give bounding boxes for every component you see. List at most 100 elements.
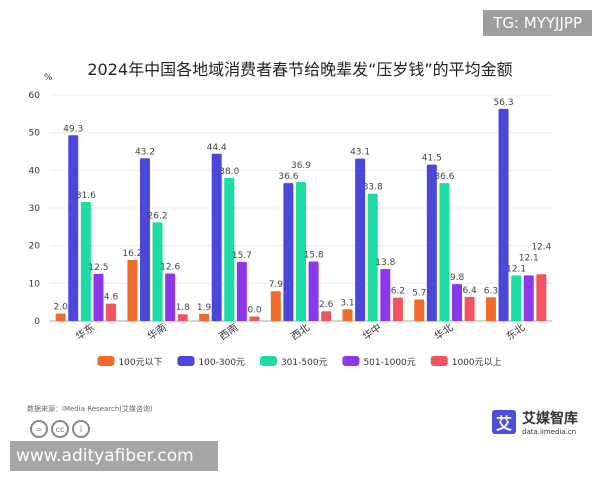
cc-icon: cc [51,420,69,438]
data-label: 36.6 [278,172,298,182]
bar [127,259,138,321]
data-label: 41.5 [422,154,442,164]
y-axis-label: % [44,73,53,83]
data-label: 1.9 [197,303,212,313]
data-label: 1.8 [176,303,191,313]
x-tick-label: 西北 [289,322,312,343]
data-label: 12.5 [88,263,108,273]
data-label: 43.2 [135,147,155,157]
bar [177,314,188,321]
data-label: 56.3 [494,98,514,108]
bar [80,201,91,321]
bar [452,284,463,321]
logo: 艾 艾媒智库 data.iimedia.cn [492,408,578,436]
y-tick-label: 30 [29,204,41,214]
legend-swatch [97,356,115,366]
bar [236,261,247,321]
bar [414,299,425,321]
bar [93,273,104,321]
data-label: 4.6 [104,293,119,303]
bar [139,158,150,321]
bar [355,158,366,321]
data-label: 36.6 [434,172,454,182]
data-label: 3.1 [340,298,354,308]
bar [380,269,391,321]
data-label: 2.0 [53,302,68,312]
bar [152,222,163,321]
bar [321,311,332,321]
data-label: 38.0 [219,167,239,177]
bar [55,313,66,321]
data-label: 15.7 [232,251,252,261]
data-label: 6.4 [462,286,477,296]
x-tick-label: 华中 [360,321,384,343]
chart-title: 2024年中国各地域消费者春节给晚辈发“压岁钱”的平均金额 [87,60,513,79]
y-tick-label: 20 [29,242,41,252]
legend-swatch [430,356,448,366]
x-tick-label: 华北 [432,321,456,343]
license-icons: = cc i [30,420,90,438]
x-tick-label: 华南 [145,321,169,343]
nd-icon: = [30,420,48,438]
y-tick-label: 10 [29,279,41,289]
bar [270,291,281,321]
data-label: 2.6 [319,300,334,310]
logo-url: data.iimedia.cn [522,428,577,436]
data-label: 7.9 [269,280,284,290]
data-label: 6.3 [484,286,498,296]
data-label: 12.6 [160,263,180,273]
logo-name: 艾媒智库 [522,411,578,427]
data-label: 5.7 [412,289,426,299]
bar [536,274,547,321]
bar [224,177,235,321]
bar [106,303,117,321]
legend-swatch [177,356,195,366]
bar [342,309,353,321]
data-label: 12.1 [519,253,539,263]
data-label: 13.8 [375,258,395,268]
data-label: 43.1 [350,148,370,158]
source-note: 数据来源：iMedia Research(艾媒咨询) [27,405,153,413]
data-label: 12.4 [531,242,551,252]
bar [308,261,319,321]
bar [392,297,403,321]
bar [283,183,294,321]
data-label: 31.6 [76,191,96,201]
bar [498,108,509,321]
bar [485,297,496,321]
bar [199,313,210,321]
bar [68,135,79,321]
y-tick-label: 40 [29,166,41,176]
bar [165,273,176,321]
data-label: 49.3 [63,124,83,134]
data-label: 15.8 [304,250,324,260]
x-tick-label: 华东 [73,321,97,343]
data-label: 26.2 [148,211,168,221]
bar [464,296,475,321]
data-label: 36.9 [291,161,311,171]
bar [211,153,222,321]
legend-label: 501-1000元 [363,358,415,368]
legend-label: 1000元以上 [452,357,502,368]
data-label: 16.2 [122,249,142,259]
by-icon: i [72,420,90,438]
y-tick-label: 50 [29,129,41,139]
data-label: 44.4 [207,143,227,153]
y-tick-label: 60 [29,91,41,101]
y-tick-label: 0 [34,317,40,327]
x-tick-label: 西南 [217,321,241,343]
data-label: 6.2 [391,287,405,297]
legend-label: 100-300元 [198,358,245,368]
bar [523,275,534,321]
bar [367,193,378,321]
data-label: 33.8 [363,183,383,193]
bar [249,316,260,321]
legend-swatch [259,356,277,366]
watermark-bottom: www.adityafiber.com [10,441,218,471]
legend-label: 301-500元 [281,358,328,368]
legend-swatch [342,356,360,366]
x-tick-label: 东北 [503,321,527,343]
bar [439,183,450,321]
data-label: 12.1 [506,264,526,274]
logo-mark: 艾 [492,410,516,434]
